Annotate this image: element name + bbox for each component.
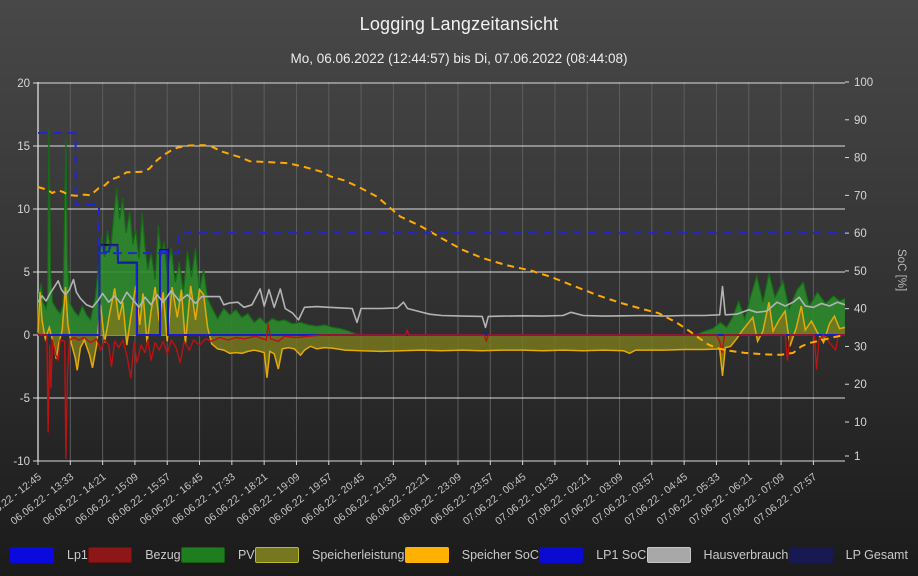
legend-item-lp1[interactable]: Lp1 [10, 547, 88, 563]
y-right-axis-title: SoC [%] [895, 249, 907, 291]
lp-gesamt-series [38, 243, 845, 336]
legend-item-lp1-soc[interactable]: LP1 SoC [539, 547, 646, 563]
hausverbrauch-series [37, 278, 846, 329]
svg-text:30: 30 [854, 341, 867, 353]
svg-text:1: 1 [854, 451, 860, 463]
svg-text:10: 10 [854, 417, 867, 429]
y-right-axis-labels: 100 90 80 70 60 50 40 30 20 10 1 [854, 77, 873, 463]
legend-label: Hausverbrauch [703, 548, 789, 562]
speicherleistung-series-fill [38, 285, 845, 378]
svg-text:5: 5 [24, 267, 30, 279]
legend-item-pv[interactable]: PV [180, 547, 255, 563]
legend-label: Speicherleistung [311, 548, 405, 562]
legend-item-lp-gesamt[interactable]: LP Gesamt [788, 547, 908, 563]
svg-text:100: 100 [854, 77, 873, 89]
legend-swatch-icon [10, 547, 54, 563]
legend-swatch-icon [788, 547, 833, 563]
svg-text:90: 90 [854, 115, 867, 127]
svg-text:20: 20 [17, 78, 30, 90]
legend-item-bezug[interactable]: Bezug [88, 547, 181, 563]
legend-swatch-icon [180, 547, 225, 563]
chart-legend: Lp1 Bezug PV Speicherleistung Speicher SoC LP… [0, 542, 918, 568]
lp1-series [38, 244, 845, 336]
svg-text:70: 70 [854, 190, 867, 202]
svg-text:80: 80 [854, 153, 867, 165]
svg-text:-10: -10 [13, 456, 30, 468]
legend-label: PV [237, 548, 255, 562]
svg-text:60: 60 [854, 228, 867, 240]
legend-label: Speicher SoC [461, 548, 539, 562]
pv-series [37, 129, 846, 336]
legend-label: Lp1 [67, 548, 88, 562]
svg-text:15: 15 [17, 141, 30, 153]
legend-swatch-icon [88, 547, 133, 563]
legend-swatch-icon [539, 547, 584, 563]
svg-text:-5: -5 [20, 393, 30, 405]
legend-label: Bezug [145, 548, 181, 562]
date-range-subtitle: Mo, 06.06.2022 (12:44:57) bis Di, 07.06.… [290, 51, 628, 66]
svg-text:20: 20 [854, 379, 867, 391]
legend-item-speicherleistung[interactable]: Speicherleistung [254, 547, 405, 563]
lp1-soc-series [38, 132, 845, 255]
svg-text:10: 10 [17, 204, 30, 216]
speicher-soc-series [37, 144, 846, 356]
bezug-series [38, 323, 845, 460]
svg-text:40: 40 [854, 304, 867, 316]
legend-swatch-icon [646, 547, 691, 563]
page-title: Logging Langzeitansicht [359, 14, 559, 34]
y-left-axis-labels: 20 15 10 5 0 -5 -10 [13, 78, 30, 468]
legend-label: LP1 SoC [596, 548, 647, 562]
svg-text:50: 50 [854, 266, 867, 278]
legend-item-speicher-soc[interactable]: Speicher SoC [404, 547, 539, 563]
legend-swatch-icon [404, 547, 449, 563]
svg-text:0: 0 [24, 330, 30, 342]
axis-tick-marks [33, 81, 849, 465]
legend-label: LP Gesamt [845, 548, 908, 562]
legend-item-hausverbrauch[interactable]: Hausverbrauch [646, 547, 789, 563]
legend-swatch-icon [254, 547, 299, 563]
